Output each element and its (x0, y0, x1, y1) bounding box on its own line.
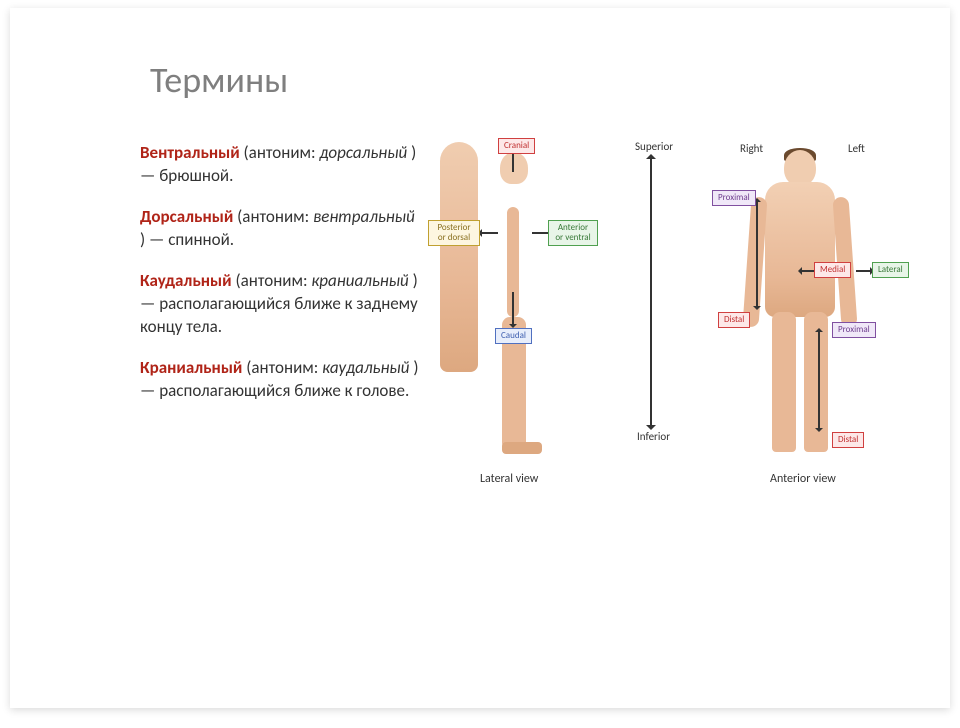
anatomy-diagram: Cranial Caudal Posterior or dorsal Anter… (440, 142, 910, 562)
term-item: Краниальный (антоним: каудальный ) — рас… (140, 357, 420, 403)
content-row: Вентральный (антоним: дорсальный ) — брю… (140, 142, 910, 562)
term-item: Дорсальный (антоним: вентральный ) — спи… (140, 206, 420, 252)
term-paren: (антоним: (235, 270, 311, 291)
term-antonym: краниальный (311, 270, 408, 291)
term-paren: (антоним: (237, 206, 313, 227)
arrow-posterior (480, 232, 498, 234)
term-def: располагающийся ближе к голове. (159, 380, 409, 401)
term-paren: (антоним: (246, 357, 322, 378)
arrow-caudal (512, 292, 514, 326)
term-def: брюшной. (159, 165, 233, 186)
term-antonym: дорсальный (319, 142, 407, 163)
lateral-foot (502, 442, 542, 454)
arrow-arm-axis (756, 208, 758, 308)
anterior-leg-right (772, 312, 796, 452)
axis-superior: Superior (635, 140, 673, 153)
anterior-view-label: Anterior view (770, 472, 836, 486)
anterior-head (784, 150, 816, 186)
slide: Термины Вентральный (антоним: дорсальный… (10, 8, 950, 708)
label-caudal: Caudal (495, 328, 532, 344)
left-label: Left (848, 142, 865, 155)
label-cranial: Cranial (498, 138, 535, 154)
label-distal-arm: Distal (718, 312, 750, 328)
term-name: Каудальный (140, 270, 232, 291)
anterior-torso (765, 182, 835, 317)
label-medial: Medial (814, 262, 851, 278)
arrow-leg-axis (818, 338, 820, 430)
term-item: Вентральный (антоним: дорсальный ) — брю… (140, 142, 420, 188)
term-def: спинной. (168, 229, 234, 250)
term-name: Дорсальный (140, 206, 233, 227)
term-def: располагающийся ближе к заднему концу те… (140, 293, 418, 337)
lateral-head (500, 152, 528, 184)
arrow-arm-up (756, 200, 758, 208)
label-proximal-arm: Proximal (712, 190, 756, 206)
terms-column: Вентральный (антоним: дорсальный ) — брю… (140, 142, 420, 562)
term-name: Краниальный (140, 357, 242, 378)
label-lateral: Lateral (872, 262, 909, 278)
term-antonym: каудальный (322, 357, 409, 378)
term-paren: (антоним: (244, 142, 320, 163)
arrow-leg-up (818, 330, 820, 338)
lateral-view-label: Lateral view (480, 472, 538, 486)
lateral-torso (440, 142, 478, 372)
label-posterior: Posterior or dorsal (428, 220, 480, 246)
label-anterior: Anterior or ventral (548, 220, 598, 246)
page-title: Термины (150, 58, 910, 102)
arrow-lateral (856, 270, 872, 272)
right-label: Right (740, 142, 763, 155)
axis-inferior: Inferior (637, 430, 670, 443)
term-antonym: вентральный (313, 206, 415, 227)
label-proximal-leg: Proximal (832, 322, 876, 338)
term-name: Вентральный (140, 142, 240, 163)
term-paren-close: ) — (140, 229, 168, 250)
superior-inferior-axis (650, 157, 652, 427)
arrow-cranial (512, 152, 514, 172)
term-item: Каудальный (антоним: краниальный ) — рас… (140, 270, 420, 339)
label-distal-leg: Distal (832, 432, 864, 448)
arrow-medial (800, 270, 814, 272)
